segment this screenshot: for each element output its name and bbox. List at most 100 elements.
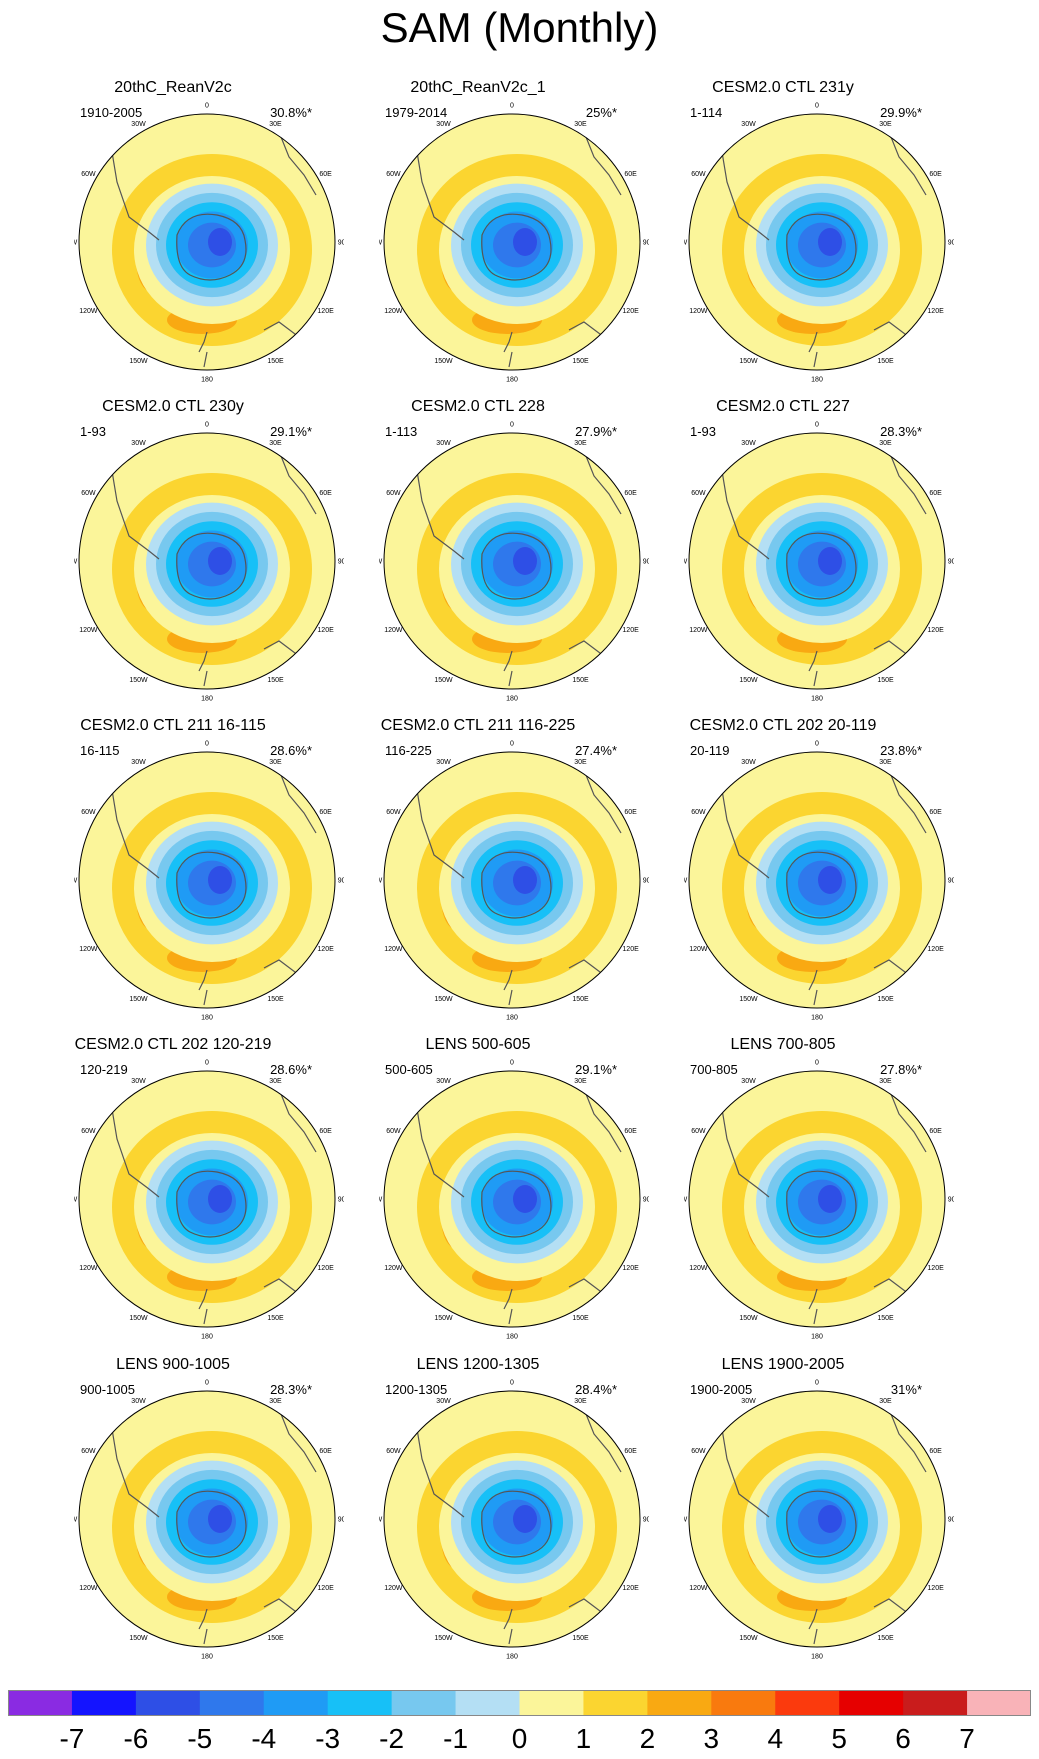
- longitude-label: 90W: [74, 1197, 78, 1204]
- panel-period: 20-119: [690, 743, 730, 758]
- longitude-label: 30E: [269, 1078, 282, 1085]
- panel-title: CESM2.0 CTL 228: [411, 398, 545, 415]
- longitude-label: 60E: [929, 1128, 942, 1135]
- longitude-label: 0: [205, 103, 209, 110]
- longitude-label: 90W: [379, 1517, 383, 1524]
- longitude-label: 90E: [643, 1517, 649, 1524]
- negative-anomaly-min: [818, 1505, 842, 1533]
- polar-map: 0 30E 60E 90E 120E 150E 180 150W 120W 90W 60W 30W: [74, 741, 344, 1022]
- longitude-label: 120E: [317, 1585, 334, 1592]
- longitude-label: 0: [815, 103, 819, 110]
- longitude-label: 150W: [434, 1315, 453, 1322]
- longitude-label: 30E: [574, 1398, 587, 1405]
- longitude-label: 150E: [877, 996, 894, 1003]
- longitude-label: 60E: [319, 1448, 332, 1455]
- longitude-label: 90W: [379, 559, 383, 566]
- longitude-label: 0: [510, 422, 514, 429]
- longitude-label: 120W: [689, 1265, 708, 1272]
- antarctica-coastline: [786, 213, 857, 281]
- negative-anomaly-min: [208, 547, 232, 575]
- longitude-label: 180: [201, 696, 213, 703]
- longitude-label: 150W: [739, 677, 758, 684]
- panel-period: 1-114: [690, 105, 723, 120]
- longitude-label: 90W: [74, 559, 78, 566]
- longitude-label: 90W: [684, 240, 688, 247]
- panel-period: 1-93: [80, 424, 107, 439]
- polar-map: 0 30E 60E 90E 120E 150E 180 150W 120W 90W 60W 30W: [379, 103, 649, 384]
- longitude-label: 90E: [948, 1197, 954, 1204]
- longitude-label: 120W: [384, 1265, 403, 1272]
- negative-anomaly-min: [208, 228, 232, 256]
- longitude-label: 30W: [436, 759, 451, 766]
- colorbar-swatch: [775, 1690, 840, 1716]
- longitude-label: 150W: [739, 1315, 758, 1322]
- antarctica-coastline: [176, 213, 247, 281]
- longitude-label: 150W: [129, 358, 148, 365]
- panel-period: 900-1005: [80, 1382, 135, 1397]
- antarctica-coastline: [481, 213, 552, 281]
- longitude-label: 30E: [574, 759, 587, 766]
- longitude-label: 90W: [379, 1197, 383, 1204]
- longitude-label: 60W: [386, 171, 401, 178]
- polar-map: 0 30E 60E 90E 120E 150E 180 150W 120W 90W 60W 30W: [684, 1380, 954, 1661]
- longitude-label: 60E: [319, 809, 332, 816]
- panel-period: 700-805: [690, 1062, 738, 1077]
- longitude-label: 120E: [927, 627, 944, 634]
- map-frame: [688, 432, 946, 690]
- map-frame: [78, 1390, 336, 1648]
- longitude-label: 60W: [691, 171, 706, 178]
- longitude-label: 150E: [572, 358, 589, 365]
- panel-variance: 27.4%*: [575, 743, 617, 758]
- polar-map: 0 30E 60E 90E 120E 150E 180 150W 120W 90W 60W 30W: [379, 422, 649, 703]
- map-panel: CESM2.0 CTL 211 16-115 0 30E 60E 90E 120E 150E…: [0, 716, 346, 1036]
- antarctica-coastline: [481, 1170, 552, 1238]
- new-zealand-coastline: [808, 1288, 818, 1325]
- longitude-label: 120E: [317, 308, 334, 315]
- longitude-label: 90E: [338, 878, 344, 885]
- longitude-label: 150E: [572, 1635, 589, 1642]
- longitude-label: 180: [201, 1334, 213, 1341]
- panel-title: LENS 700-805: [730, 1036, 836, 1053]
- longitude-label: 60E: [624, 171, 637, 178]
- panel-variance: 28.3%*: [270, 1382, 312, 1397]
- longitude-label: 90E: [643, 240, 649, 247]
- longitude-label: 120E: [317, 946, 334, 953]
- africa-coastline: [583, 1088, 622, 1153]
- longitude-label: 150E: [877, 1635, 894, 1642]
- colorbar-label: 6: [895, 1723, 911, 1753]
- longitude-label: 150W: [434, 1635, 453, 1642]
- negative-anomaly-min: [208, 1505, 232, 1533]
- africa-coastline: [583, 131, 622, 196]
- longitude-label: 30E: [879, 759, 892, 766]
- longitude-label: 90W: [684, 1197, 688, 1204]
- map-panel: CESM2.0 CTL 202 20-119 0 30E 60E 90E 120E 150E…: [610, 716, 956, 1036]
- colorbar-swatch: [647, 1690, 712, 1716]
- longitude-label: 30W: [131, 121, 146, 128]
- longitude-label: 30W: [741, 1398, 756, 1405]
- longitude-label: 60W: [691, 809, 706, 816]
- longitude-label: 90E: [948, 878, 954, 885]
- longitude-label: 90W: [74, 878, 78, 885]
- longitude-label: 30W: [131, 440, 146, 447]
- colorbar-swatch: [519, 1690, 584, 1716]
- negative-anomaly-min: [818, 866, 842, 894]
- negative-anomaly-min: [208, 866, 232, 894]
- longitude-label: 60E: [624, 1128, 637, 1135]
- longitude-label: 30E: [574, 440, 587, 447]
- longitude-label: 90W: [684, 1517, 688, 1524]
- longitude-label: 0: [815, 741, 819, 748]
- longitude-label: 120E: [927, 1265, 944, 1272]
- longitude-label: 30W: [741, 440, 756, 447]
- panel-title: LENS 1900-2005: [721, 1356, 845, 1373]
- polar-map: 0 30E 60E 90E 120E 150E 180 150W 120W 90W 60W 30W: [684, 422, 954, 703]
- new-zealand-coastline: [808, 331, 818, 368]
- longitude-label: 150W: [129, 1315, 148, 1322]
- longitude-label: 120W: [79, 1265, 98, 1272]
- longitude-label: 60W: [386, 1128, 401, 1135]
- africa-coastline: [888, 131, 927, 196]
- longitude-label: 150W: [739, 358, 758, 365]
- africa-coastline: [278, 450, 317, 515]
- panel-title: CESM2.0 CTL 231y: [712, 79, 854, 96]
- new-zealand-coastline: [503, 331, 513, 368]
- colorbar-swatch: [8, 1690, 73, 1716]
